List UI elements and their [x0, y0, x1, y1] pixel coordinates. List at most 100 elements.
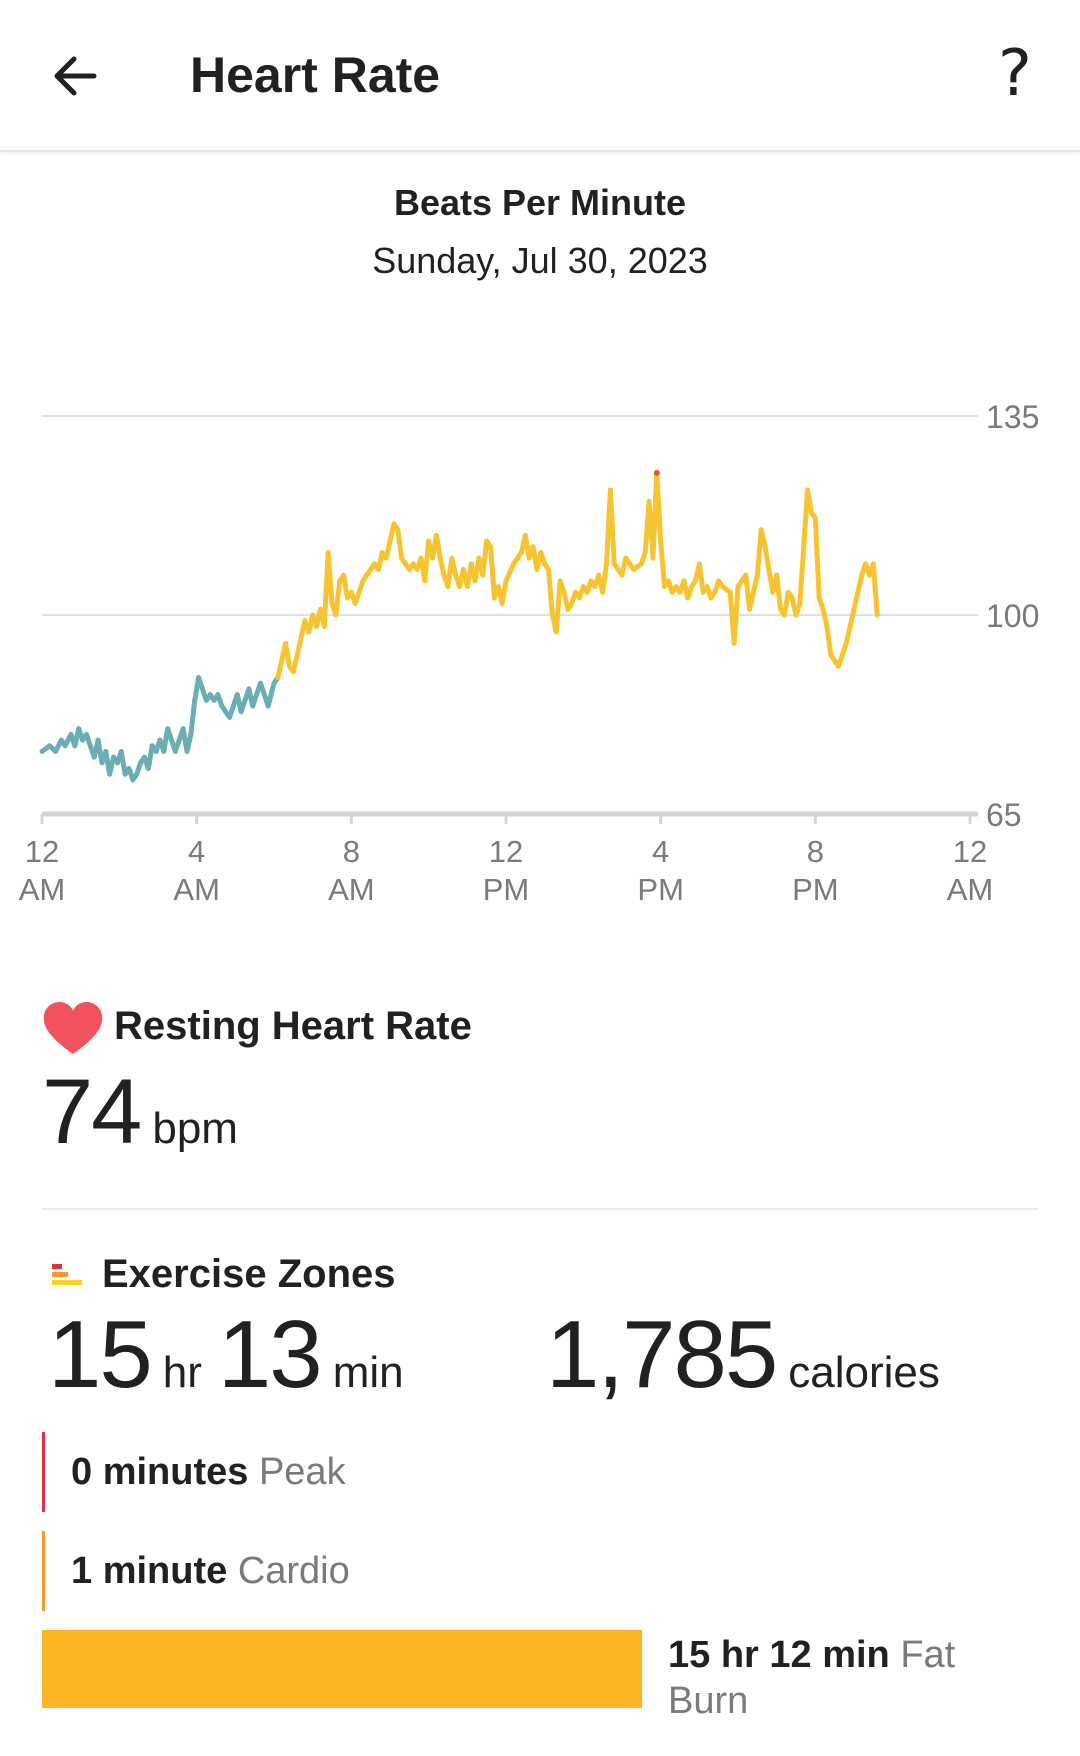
heart-rate-segment	[188, 697, 198, 737]
resting-heart-rate-label: Resting Heart Rate	[114, 1004, 472, 1048]
peak-zone-name: Peak	[258, 1450, 346, 1493]
heart-rate-segment	[750, 572, 760, 595]
heart-rate-segment	[546, 567, 555, 618]
heart-rate-segment	[820, 606, 830, 629]
heart-rate-segment	[275, 657, 285, 681]
x-tick-label: 8	[343, 834, 360, 869]
exercise-zones-summary: 15 hr 13 min 1,785 calories	[48, 1300, 1048, 1410]
zone-duration: 15 hr 13 min	[48, 1300, 420, 1410]
x-tick-label-period: PM	[637, 872, 684, 907]
heart-rate-segment	[600, 561, 610, 595]
duration-hours: 15	[48, 1301, 153, 1408]
heart-rate-segment	[290, 652, 300, 675]
duration-minutes-unit: min	[332, 1348, 404, 1397]
section-divider	[42, 1208, 1038, 1210]
heart-rate-segment	[805, 487, 814, 516]
exercise-zones-icon	[52, 1264, 82, 1285]
x-tick-label: 12	[489, 834, 523, 869]
heart-rate-segment	[437, 555, 447, 578]
fat-burn-zone-text: 15 hr 12 min Fat Burn	[668, 1632, 988, 1724]
duration-hours-unit: hr	[162, 1348, 202, 1397]
x-tick-label-period: AM	[173, 872, 220, 907]
x-tick-label-period: PM	[483, 872, 530, 907]
help-icon[interactable]: ?	[998, 37, 1032, 111]
x-tick-label-period: PM	[792, 872, 839, 907]
peak-marker	[653, 469, 660, 476]
heart-rate-segment	[607, 487, 617, 567]
cardio-zone-bar	[42, 1531, 45, 1611]
x-tick-label-period: AM	[947, 872, 994, 907]
heart-icon	[43, 1002, 103, 1054]
heart-rate-segment	[333, 578, 343, 618]
heart-rate-segment	[325, 549, 335, 607]
fat-burn-zone-value: 15 hr 12 min	[668, 1634, 890, 1676]
heart-rate-segment	[812, 515, 822, 601]
resting-bpm-unit: bpm	[152, 1104, 238, 1153]
heart-rate-segment	[265, 680, 277, 709]
heart-rate-segment	[433, 532, 443, 561]
resting-bpm-number: 74	[42, 1061, 142, 1163]
fat-burn-zone-bar[interactable]	[42, 1630, 642, 1708]
y-tick-label: 135	[986, 399, 1039, 435]
y-tick-label: 100	[986, 598, 1039, 634]
heart-rate-segment	[118, 748, 128, 777]
heart-rate-segment	[553, 578, 563, 635]
page-title: Heart Rate	[190, 47, 441, 103]
heart-rate-segment	[758, 527, 768, 550]
heart-rate-segment	[870, 561, 880, 618]
chart-date[interactable]: Sunday, Jul 30, 2023	[372, 240, 708, 281]
x-tick-label: 12	[953, 834, 987, 869]
back-arrow-icon[interactable]	[40, 40, 110, 110]
heart-rate-segment	[294, 635, 304, 658]
resting-heart-rate-value: 74 bpm	[42, 1060, 238, 1165]
exercise-zones-label: Exercise Zones	[102, 1252, 396, 1296]
heart-rate-segment	[731, 584, 741, 646]
heart-rate-segment	[488, 544, 497, 601]
heart-rate-segment	[747, 589, 756, 612]
heart-rate-segment	[499, 578, 509, 607]
heart-rate-segment	[781, 589, 791, 618]
fat-burn-zone-name: Fat Burn	[668, 1634, 956, 1722]
x-tick-label: 4	[188, 834, 205, 869]
heart-rate-segment	[184, 731, 194, 754]
heart-rate-segment	[283, 640, 292, 669]
heart-rate-segment	[383, 538, 393, 561]
heart-rate-segment	[395, 527, 405, 561]
zone-row-peak[interactable]: 0 minutes Peak	[42, 1432, 346, 1512]
calories-number: 1,785	[546, 1301, 778, 1408]
heart-rate-segment	[449, 555, 459, 578]
cardio-zone-name: Cardio	[237, 1549, 350, 1592]
y-tick-label: 65	[986, 797, 1022, 833]
heart-rate-segment	[480, 538, 490, 578]
x-tick-label: 4	[652, 834, 669, 869]
x-tick-label: 8	[807, 834, 824, 869]
heart-rate-segment	[847, 606, 857, 629]
x-tick-label-period: AM	[19, 872, 66, 907]
heart-rate-segment	[851, 589, 861, 612]
heart-rate-segment	[503, 561, 517, 584]
zone-calories: 1,785 calories	[546, 1300, 940, 1410]
heart-rate-segment	[843, 623, 853, 646]
heart-rate-segment	[762, 544, 772, 573]
app-bar: Heart Rate ?	[0, 0, 1080, 152]
peak-zone-bar	[42, 1432, 45, 1512]
peak-zone-text: 0 minutes Peak	[71, 1451, 346, 1494]
x-tick-label-period: AM	[328, 872, 375, 907]
heart-rate-segment	[855, 572, 865, 595]
cardio-zone-value: 1 minute	[71, 1549, 228, 1592]
x-tick-label: 12	[25, 834, 59, 869]
cardio-zone-text: 1 minute Cardio	[71, 1550, 350, 1593]
duration-minutes: 13	[217, 1301, 323, 1408]
heart-rate-segment	[696, 561, 706, 595]
heart-rate-segment	[341, 572, 350, 601]
calories-unit: calories	[788, 1348, 940, 1397]
heart-rate-segment	[824, 623, 834, 658]
heart-rate-segment	[658, 538, 668, 590]
zone-row-cardio[interactable]: 1 minute Cardio	[42, 1531, 350, 1611]
heart-rate-segment	[654, 470, 664, 544]
peak-zone-value: 0 minutes	[71, 1450, 249, 1493]
chart-title: Beats Per Minute	[393, 182, 687, 223]
heart-rate-segment	[797, 487, 811, 607]
heart-rate-segment	[774, 572, 784, 612]
